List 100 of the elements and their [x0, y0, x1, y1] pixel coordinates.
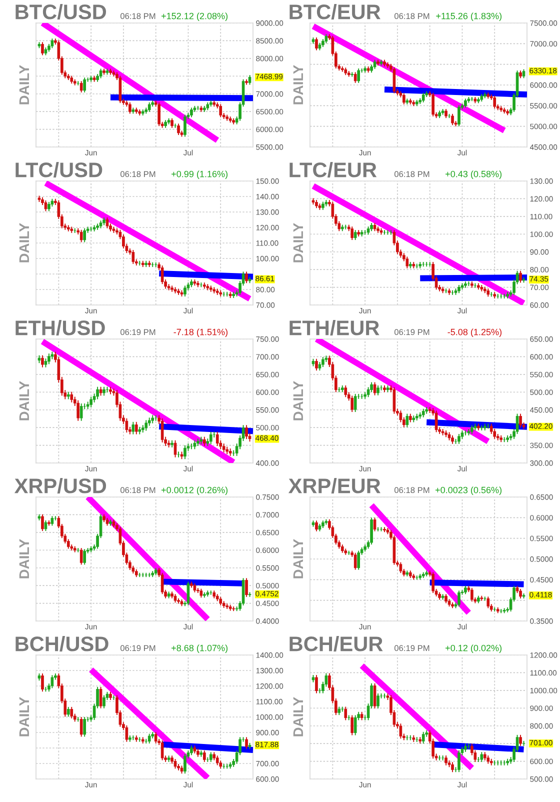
candlestick — [354, 72, 357, 84]
chart-title: BTC/EUR — [290, 4, 380, 20]
chart-title: XRP/USD — [14, 478, 106, 494]
candlestick — [350, 395, 354, 412]
candlestick — [80, 402, 83, 422]
candlestick — [80, 229, 83, 243]
candlestick — [48, 201, 50, 212]
y-axis-title: DAILY — [19, 539, 29, 578]
candlestick — [83, 548, 86, 566]
candlestick — [48, 353, 50, 365]
candlestick — [357, 550, 360, 570]
candlestick — [174, 758, 177, 770]
candlestick — [70, 706, 74, 719]
candlestick — [350, 226, 354, 240]
candlestick — [160, 740, 164, 761]
candlestick — [444, 754, 448, 766]
candlestick — [99, 68, 102, 79]
candlestick — [125, 418, 128, 434]
candlestick — [370, 382, 373, 393]
text: 06:18 PM — [394, 171, 430, 178]
candlestick — [354, 393, 357, 412]
candlestick — [519, 734, 522, 746]
y-axis-title: DAILY — [293, 539, 303, 578]
candlestick — [132, 421, 135, 435]
candlestick — [190, 107, 193, 118]
y-axis-title: DAILY — [293, 697, 303, 736]
candlestick — [245, 578, 248, 598]
candlestick — [160, 418, 164, 443]
candlestick — [216, 431, 219, 446]
candlestick — [406, 256, 409, 269]
candlestick — [190, 745, 193, 756]
candlestick — [216, 755, 219, 766]
text: 06:18 PM — [120, 487, 156, 494]
candlestick — [50, 516, 54, 526]
candlestick — [451, 762, 454, 773]
candlestick — [315, 36, 318, 51]
chart-title: BCH/USD — [16, 636, 108, 652]
candlestick — [458, 590, 460, 608]
candlestick — [350, 714, 354, 736]
y-axis-title: DAILY — [293, 381, 303, 420]
candlestick — [354, 552, 357, 570]
candlestick — [470, 587, 474, 602]
candlestick — [354, 714, 357, 736]
candlestick — [148, 102, 151, 112]
candlestick — [41, 672, 44, 692]
candlestick — [83, 77, 86, 93]
candlestick — [209, 752, 212, 762]
candlestick — [144, 420, 148, 432]
candlestick — [50, 38, 54, 49]
text: 06:18 PM — [120, 13, 156, 20]
text: 06:18 PM — [120, 171, 156, 178]
candlestick — [177, 123, 180, 136]
candlestick — [444, 108, 448, 119]
text: 06:19 PM — [120, 329, 156, 336]
candlestick — [90, 396, 92, 408]
candlestick — [458, 433, 460, 444]
candlestick — [324, 34, 328, 44]
candlestick — [118, 75, 122, 104]
chart-title: BCH/EUR — [290, 636, 383, 652]
candlestick — [322, 356, 324, 368]
candlestick — [184, 753, 186, 774]
candlestick — [154, 732, 158, 744]
candlestick — [184, 114, 186, 138]
text: 06:19 PM — [394, 329, 430, 336]
candlestick — [219, 104, 222, 118]
candlestick — [373, 59, 376, 70]
candlestick — [432, 572, 434, 594]
text: +0.0012 (0.26%) — [161, 486, 228, 496]
candlestick — [444, 594, 448, 604]
candlestick — [122, 234, 125, 249]
chart-title: ETH/USD — [16, 320, 105, 336]
text: +0.12 (0.02%) — [446, 644, 502, 654]
candlestick — [370, 517, 373, 546]
candlestick — [154, 414, 158, 422]
candlestick — [451, 113, 454, 126]
candlestick — [344, 706, 348, 721]
candlestick — [174, 440, 177, 458]
candlestick — [128, 102, 132, 114]
chart-title: LTC/EUR — [290, 162, 377, 178]
text: -7.18 (1.51%) — [174, 328, 228, 338]
text: +0.43 (0.58%) — [446, 170, 502, 180]
text: +0.99 (1.16%) — [172, 170, 228, 180]
candlestick — [245, 736, 248, 750]
candlestick — [422, 731, 425, 744]
candlestick — [354, 230, 357, 240]
candlestick — [66, 706, 70, 718]
candlestick — [44, 520, 48, 532]
candlestick — [83, 228, 86, 243]
candlestick — [134, 421, 138, 435]
y-axis-title: DAILY — [19, 381, 29, 420]
chart-title: XRP/EUR — [288, 478, 380, 494]
candlestick — [203, 436, 206, 446]
candlestick — [376, 692, 380, 709]
candlestick — [80, 716, 83, 738]
y-axis-title: DAILY — [19, 697, 29, 736]
candlestick — [99, 686, 102, 709]
candlestick — [209, 431, 212, 445]
candlestick — [50, 674, 54, 689]
y-axis-title: DAILY — [293, 223, 303, 262]
candlestick — [125, 724, 128, 742]
